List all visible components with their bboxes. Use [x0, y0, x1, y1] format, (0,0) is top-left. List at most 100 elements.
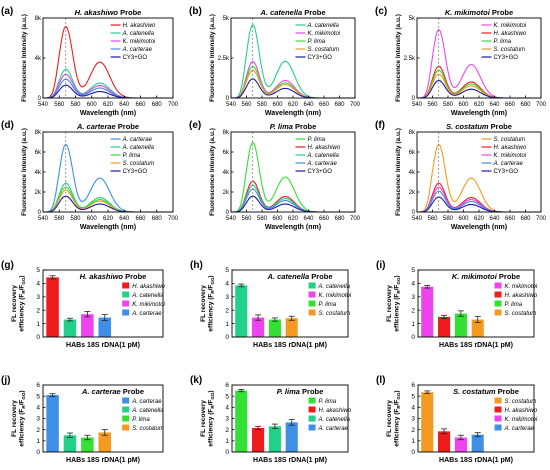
chart-title: S. costatum Probe [446, 122, 512, 131]
y-tick-label: 0 [226, 96, 230, 102]
legend-label: H. akashiwo [319, 408, 352, 414]
x-tick-label: 580 [443, 216, 454, 222]
legend-swatch [122, 309, 130, 316]
y-tick-label: 1 [225, 438, 229, 445]
legend-label: K. mikimotoi [132, 302, 165, 308]
panel-label: (i) [376, 260, 385, 271]
bar [46, 395, 59, 452]
y-tick-label: 6k [35, 150, 42, 156]
legend-label: P. lima [319, 399, 337, 405]
legend-swatch [494, 282, 502, 289]
legend-swatch [494, 406, 502, 413]
y-tick-label: 0 [412, 210, 416, 216]
legend-label: A. catenella [306, 23, 339, 29]
legend-label: CY3+GO [123, 55, 148, 61]
series-line [231, 60, 355, 99]
bar [46, 277, 59, 337]
panel-f: (f) S. costatum Probe 540 560 580 600 620 640 66… [375, 120, 547, 231]
x-tick-label: 700 [168, 216, 179, 222]
x-tick-label: 620 [103, 216, 114, 222]
chart-title: A. catenella Probe [266, 272, 332, 281]
x-tick-label: 560 [241, 216, 252, 222]
chart-title: P. lima Probe [270, 122, 317, 131]
legend-label: S. costatum [505, 311, 537, 317]
legend-label: A. catenella [122, 31, 155, 37]
y-tick-label: 0 [38, 210, 42, 216]
legend-label: S. costatum [132, 426, 164, 432]
x-tick-label: 600 [272, 102, 283, 108]
y-tick-label: 8k [35, 130, 42, 136]
x-tick-label: 560 [54, 102, 65, 108]
y-tick-label: 0 [38, 96, 42, 102]
panel-i: (i) K. mikimotoi Probe 0 1 2 3 4 5 HABs 18S rDNA… [376, 260, 538, 349]
y-tick-label: 4k [409, 170, 416, 176]
legend-label: A. catenella [306, 153, 339, 159]
legend-label: K. mikimotoi [493, 23, 526, 29]
y-tick-label: 6 [225, 382, 229, 389]
chart-title: K. mikimotoi Probe [445, 8, 513, 17]
legend-label: P. lima [493, 39, 511, 45]
x-tick-label: 680 [152, 216, 163, 222]
y-axis-label: FL recoveryefficiency (FR/FGO) [386, 390, 401, 446]
y-axis-label: FL recoveryefficiency (FR/FGO) [200, 275, 215, 331]
legend-swatch [122, 291, 130, 298]
x-tick-label: 620 [288, 102, 299, 108]
x-axis-label: Wavelength (nm) [80, 224, 136, 231]
bar [268, 319, 281, 337]
legend-label: K. mikimotoi [123, 39, 156, 45]
y-tick-label: 0 [412, 96, 416, 102]
y-tick-label: 4k [35, 170, 42, 176]
x-tick-label: 620 [474, 216, 485, 222]
legend-label: CY3+GO [307, 169, 332, 175]
y-tick-label: 2 [225, 427, 229, 434]
panel-b: (b) A. catenella Probe 540 560 580 600 620 640 6… [189, 6, 361, 117]
y-tick-label: 0 [226, 210, 230, 216]
x-tick-label: 660 [135, 102, 146, 108]
legend-label: S. costatum [123, 161, 155, 167]
legend-label: P. lima [307, 39, 325, 45]
bar [63, 435, 77, 452]
x-tick-label: 560 [54, 216, 65, 222]
plot-frame [42, 269, 164, 338]
bar [98, 317, 112, 337]
x-tick-label: 580 [70, 102, 81, 108]
y-axis-label: FL recoveryefficiency (FR/FGO) [11, 390, 26, 446]
panel-label: (d) [1, 120, 14, 131]
bar [421, 286, 434, 337]
panel-label: (j) [1, 375, 10, 386]
panel-l: (l) S. costatum Probe 0 1 2 3 4 5 6 HABs 18S rDNA… [376, 375, 538, 464]
y-tick-label: 0 [225, 334, 229, 341]
x-tick-label: 600 [458, 216, 469, 222]
legend-label: H. akashiwo [505, 293, 538, 299]
legend-label: K. mikimotoi [307, 31, 340, 37]
x-tick-label: 540 [226, 216, 237, 222]
y-tick-label: 1 [36, 438, 40, 445]
bar [285, 318, 298, 337]
y-tick-label: 2k [409, 190, 416, 196]
bar [268, 426, 281, 452]
x-tick-label: 540 [226, 102, 237, 108]
bar [81, 314, 94, 337]
plot-frame [416, 131, 542, 213]
panel-label: (b) [189, 6, 202, 17]
legend-label: K. mikimotoi [505, 417, 538, 423]
y-axis-label: FL recoveryefficiency (FR/FGO) [200, 390, 215, 446]
y-tick-label: 6 [411, 382, 415, 389]
y-tick-label: 5 [411, 393, 415, 400]
y-tick-label: 3 [36, 416, 40, 423]
bar [285, 422, 298, 452]
plot-frame [417, 269, 535, 338]
series-line [43, 186, 173, 213]
x-tick-label: 640 [489, 216, 500, 222]
chart-title: A. carterae Probe [76, 122, 139, 131]
x-tick-label: 620 [288, 216, 299, 222]
panel-label: (h) [190, 260, 203, 271]
bar [81, 437, 94, 452]
x-tick-label: 600 [87, 216, 98, 222]
legend-label: A. carterae [122, 47, 153, 53]
panel-label: (l) [376, 375, 385, 386]
x-tick-label: 680 [334, 102, 345, 108]
y-tick-label: 8k [35, 16, 42, 22]
x-tick-label: 580 [70, 216, 81, 222]
legend-swatch [308, 397, 316, 404]
